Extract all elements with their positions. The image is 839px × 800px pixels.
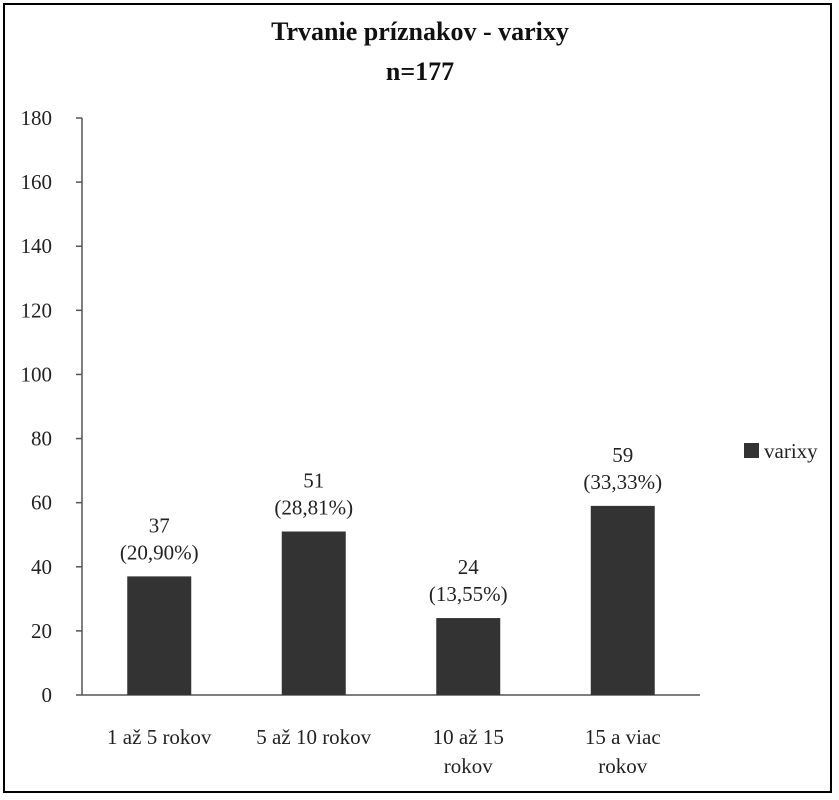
bar-1 (127, 576, 192, 695)
y-tick-label: 80 (31, 427, 52, 451)
chart-title-line-2: n=177 (386, 57, 454, 86)
data-label-3: (13,55%) (429, 582, 508, 606)
y-axis-ticks: 0 20 40 60 80 100 120 140 160 180 (21, 106, 82, 707)
legend-swatch (744, 443, 759, 458)
y-tick-label: 40 (31, 555, 52, 579)
data-label-2: (28,81%) (274, 496, 353, 520)
bars (127, 505, 655, 695)
y-tick-label: 120 (21, 298, 53, 322)
x-category-label: rokov (598, 754, 647, 778)
data-label-4: (33,33%) (583, 470, 662, 494)
data-label-2: 51 (303, 469, 324, 493)
y-tick-label: 180 (21, 106, 53, 130)
y-tick-label: 140 (21, 234, 53, 258)
y-tick-label: 20 (31, 619, 52, 643)
y-tick-label: 100 (21, 362, 53, 386)
y-tick-label: 160 (21, 170, 53, 194)
x-category-label: 10 až 15 (433, 725, 504, 749)
y-tick-label: 60 (31, 491, 52, 515)
data-label-1: 37 (149, 513, 170, 537)
y-tick-label: 0 (42, 683, 53, 707)
x-category-label: 1 až 5 rokov (107, 725, 212, 749)
x-category-label: rokov (444, 754, 493, 778)
x-category-label: 15 a viac (585, 725, 661, 749)
data-label-1: (20,90%) (120, 540, 199, 564)
legend-label: varixy (764, 439, 818, 463)
bar-3 (436, 618, 501, 695)
data-label-3: 24 (458, 555, 480, 579)
chart-title-line-1: Trvanie príznakov - varixy (271, 17, 569, 46)
bar-2 (281, 531, 346, 695)
legend: varixy (744, 439, 818, 463)
x-axis-categories: 1 až 5 rokov 5 až 10 rokov 10 až 15 rokov 15… (107, 725, 661, 778)
data-labels: 37 (20,90%) 51 (28,81%) 24 (13,55%) 59 (33,33%) (120, 443, 662, 606)
x-category-label: 5 až 10 rokov (256, 725, 371, 749)
data-label-4: 59 (612, 443, 633, 467)
chart-title: Trvanie príznakov - varixy n=177 (271, 17, 569, 86)
bar-4 (590, 505, 655, 695)
